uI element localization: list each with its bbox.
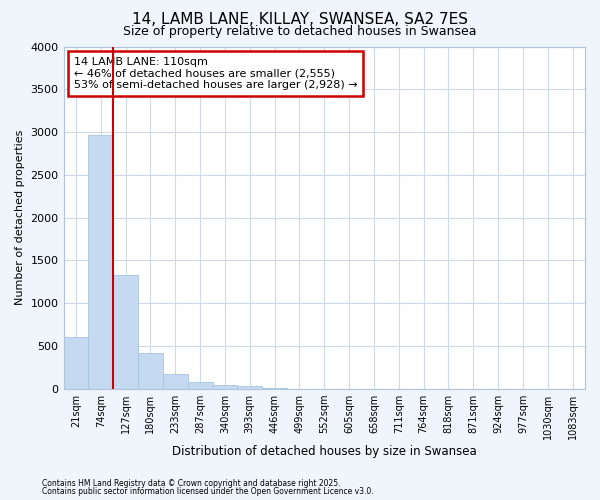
- Text: Contains public sector information licensed under the Open Government Licence v3: Contains public sector information licen…: [42, 487, 374, 496]
- Bar: [262, 388, 287, 389]
- Y-axis label: Number of detached properties: Number of detached properties: [15, 130, 25, 306]
- Bar: [64, 338, 88, 389]
- Bar: [188, 382, 212, 389]
- Text: 14 LAMB LANE: 110sqm
← 46% of detached houses are smaller (2,555)
53% of semi-de: 14 LAMB LANE: 110sqm ← 46% of detached h…: [74, 57, 358, 90]
- Text: Contains HM Land Registry data © Crown copyright and database right 2025.: Contains HM Land Registry data © Crown c…: [42, 478, 341, 488]
- X-axis label: Distribution of detached houses by size in Swansea: Distribution of detached houses by size …: [172, 444, 476, 458]
- Text: 14, LAMB LANE, KILLAY, SWANSEA, SA2 7ES: 14, LAMB LANE, KILLAY, SWANSEA, SA2 7ES: [132, 12, 468, 28]
- Bar: [138, 353, 163, 389]
- Bar: [163, 374, 188, 389]
- Bar: [88, 134, 113, 389]
- Bar: [113, 275, 138, 389]
- Bar: [212, 385, 238, 389]
- Text: Size of property relative to detached houses in Swansea: Size of property relative to detached ho…: [123, 25, 477, 38]
- Bar: [238, 386, 262, 389]
